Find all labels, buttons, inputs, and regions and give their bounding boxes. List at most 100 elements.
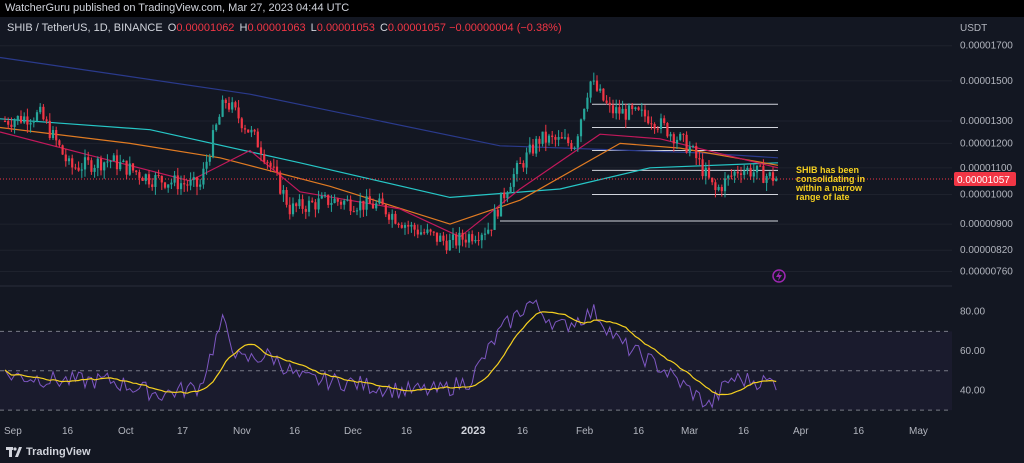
candle-body <box>627 105 631 120</box>
candle-body <box>509 186 512 193</box>
current-price-tag <box>954 171 1016 186</box>
candle-body <box>288 204 291 215</box>
candle-body <box>339 201 343 205</box>
candle-body <box>503 192 506 199</box>
candle-body <box>419 232 423 235</box>
candle-body <box>250 129 253 133</box>
candle-body <box>442 235 445 241</box>
high-label: H <box>239 22 248 34</box>
candle-body <box>413 224 416 230</box>
time-tick-label: Sep <box>4 426 22 437</box>
candle-body <box>653 123 656 129</box>
candle-body <box>698 158 701 160</box>
candle-body <box>557 137 560 140</box>
price-axis[interactable]: USDT 0.00001700 0.00001500 0.00001300 0.0000… <box>954 23 1016 278</box>
candle-body <box>631 105 634 110</box>
candle-body <box>448 240 451 251</box>
candle-body <box>135 170 138 173</box>
candle-body <box>650 123 653 125</box>
candle-body <box>128 163 131 175</box>
lightning-icon[interactable] <box>772 269 786 283</box>
candle-body <box>634 107 637 110</box>
candle-body <box>663 118 666 124</box>
candle-body <box>679 133 682 140</box>
candle-body <box>183 183 186 185</box>
time-tick-label: Feb <box>576 426 594 437</box>
time-axis[interactable]: Sep 16 Oct 17 Nov 16 Dec 16 2023 16 Feb 16 Mar 16 Apr 1… <box>4 425 928 437</box>
candle-body <box>157 175 160 177</box>
candle-body <box>595 80 599 91</box>
rsi-axis[interactable]: 80.00 60.00 40.00 <box>960 307 985 397</box>
candle-body <box>727 175 730 179</box>
candle-body <box>275 166 279 173</box>
candle-body <box>666 123 669 137</box>
candle-body <box>247 129 250 133</box>
candle-body <box>237 107 240 119</box>
candle-body <box>407 225 410 227</box>
candle-body <box>125 160 128 175</box>
candle-body <box>227 103 231 110</box>
candle-body <box>410 224 413 227</box>
candle-body <box>743 170 746 175</box>
candle-body <box>570 143 573 149</box>
ma-navy-line <box>0 56 779 159</box>
candle-body <box>387 214 391 220</box>
candle-body <box>544 131 547 143</box>
time-tick-label: 17 <box>177 426 189 437</box>
candle-body <box>695 146 698 159</box>
candle-body <box>272 166 275 168</box>
time-tick-label: 16 <box>517 426 529 437</box>
candle-body <box>714 182 717 191</box>
candle-body <box>493 209 496 230</box>
candle-body <box>58 140 61 146</box>
rsi-line <box>4 299 777 409</box>
annotation-line: SHIB has been <box>796 165 859 175</box>
candle-body <box>432 231 435 233</box>
rsi-tick-label: 40.00 <box>960 385 985 396</box>
candle-body <box>170 182 173 185</box>
candle-body <box>483 233 487 235</box>
candle-body <box>618 107 621 114</box>
candle-body <box>45 119 48 121</box>
candle-body <box>195 177 199 187</box>
candle-body <box>394 213 397 224</box>
candle-body <box>103 162 106 171</box>
candle-body <box>29 122 32 125</box>
candle-body <box>746 167 749 171</box>
candle-body <box>160 175 163 183</box>
candle-body <box>490 229 493 231</box>
candle-body <box>80 169 83 171</box>
candle-body <box>256 131 259 148</box>
candle-body <box>266 161 269 163</box>
candle-body <box>656 128 659 130</box>
price-tick-label: 0.00000900 <box>960 219 1013 230</box>
candle-body <box>579 119 583 137</box>
candle-body <box>211 130 215 157</box>
time-tick-label: 16 <box>289 426 301 437</box>
candle-body <box>218 116 221 125</box>
candle-body <box>263 153 266 162</box>
close-label: C <box>379 22 388 34</box>
candle-body <box>672 134 675 144</box>
candle-body <box>96 158 99 168</box>
candle-body <box>541 131 544 144</box>
time-tick-label: 16 <box>853 426 865 437</box>
lightning-icon-ring <box>772 269 786 283</box>
candle-body <box>19 115 23 123</box>
symbol-name[interactable]: SHIB / TetherUS, 1D, BINANCE <box>7 22 163 34</box>
candle-body <box>83 157 87 170</box>
candle-body <box>602 88 605 101</box>
time-tick-label: May <box>909 426 928 437</box>
candle-body <box>458 232 461 246</box>
candle-body <box>346 199 349 201</box>
candle-body <box>48 120 51 139</box>
candle-body <box>669 134 672 137</box>
candle-body <box>176 175 179 190</box>
tradingview-logo[interactable]: TradingView <box>6 446 91 458</box>
candle-body <box>752 172 755 177</box>
candle-body <box>74 167 77 169</box>
candle-body <box>451 234 455 241</box>
candle-body <box>775 178 778 182</box>
candle-body <box>691 146 695 148</box>
